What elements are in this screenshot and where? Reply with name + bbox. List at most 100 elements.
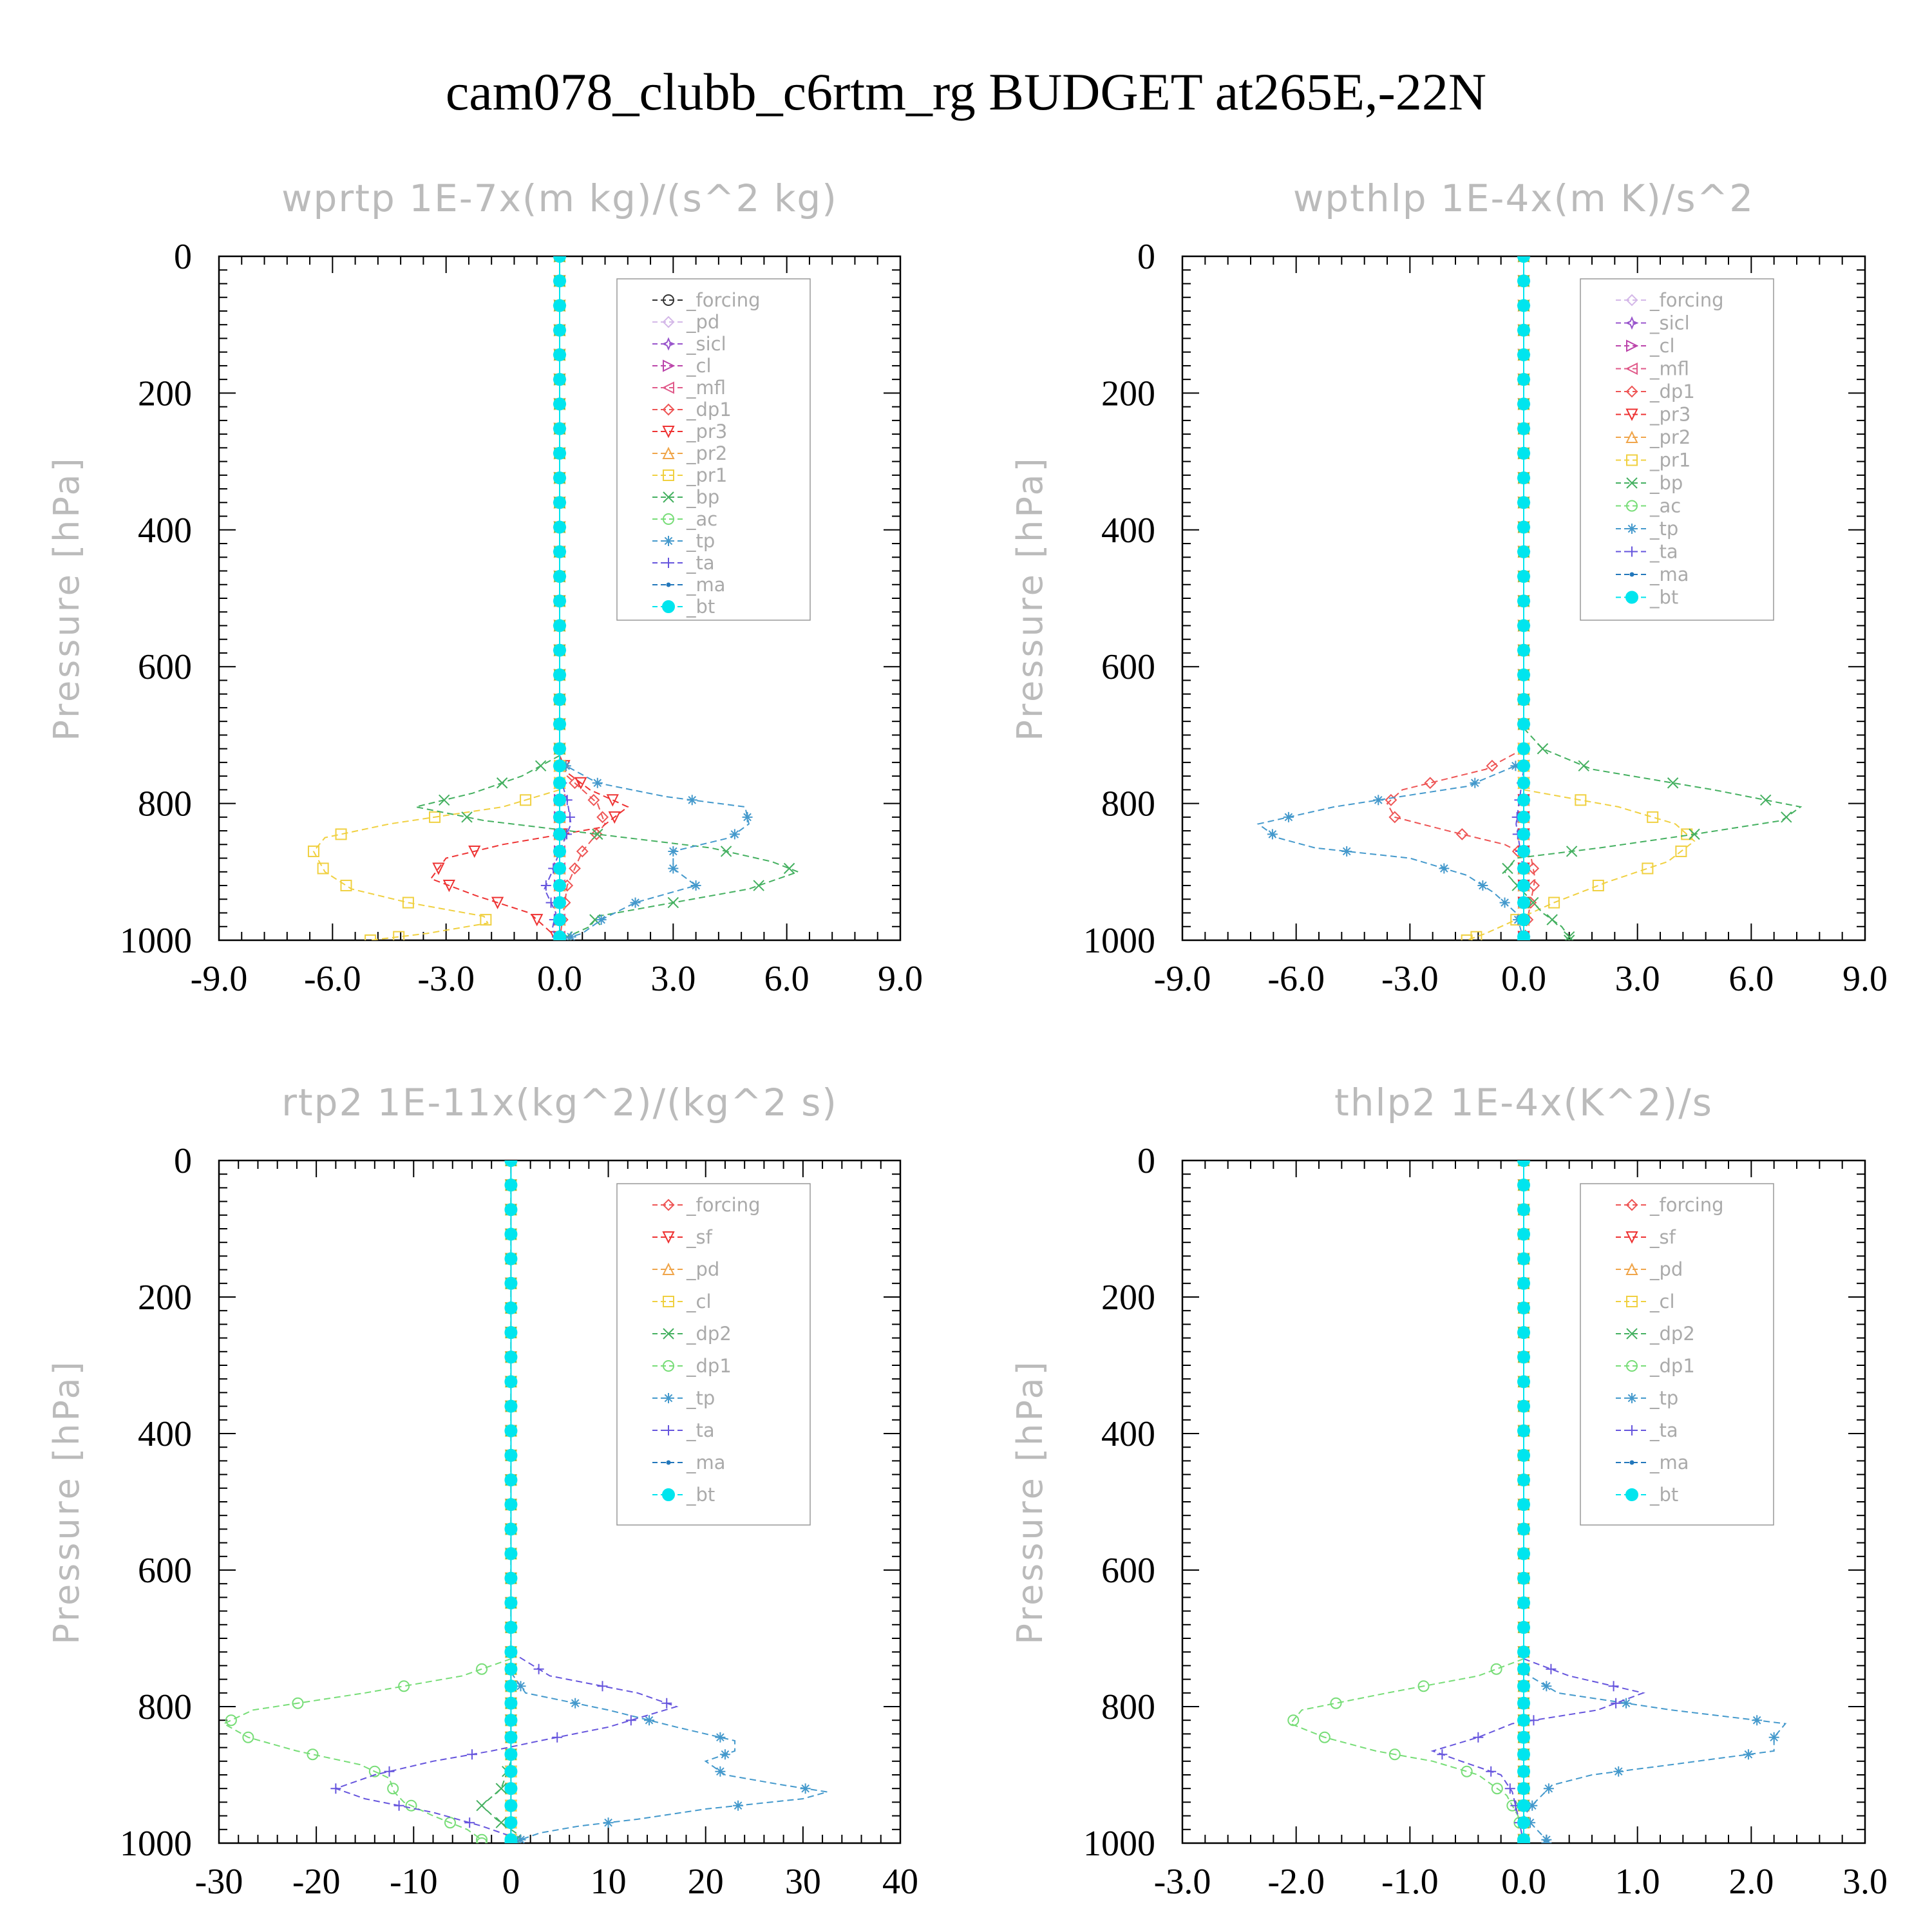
series-marker [1491,1783,1503,1795]
series-marker [587,793,600,806]
series-marker [1642,862,1654,875]
series-marker [1439,863,1450,874]
legend-marker [663,1360,674,1372]
x-tick-label: -10 [390,1862,438,1902]
series-marker [464,1817,475,1828]
series-marker [1517,1498,1530,1511]
series-marker [1517,619,1530,632]
series-marker [504,1621,518,1634]
series-marker [1486,1766,1497,1777]
series-marker [504,1730,518,1744]
y-tick-label: 600 [138,1551,192,1591]
series-marker [1517,1448,1530,1462]
legend-label: _ac [1649,495,1681,517]
y-axis-title: Pressure [hPa] [46,1359,87,1644]
series-marker [1517,776,1530,790]
series-marker [1517,594,1530,608]
y-tick-label: 600 [138,647,192,687]
series-marker [553,879,566,893]
legend-marker [662,1231,675,1244]
series-marker [504,1350,518,1364]
x-tick-label: 2.0 [1728,1862,1774,1902]
series-marker [1517,471,1530,485]
legend-marker [1625,591,1638,604]
series-marker [444,1817,456,1829]
series-marker [1517,717,1530,731]
series-marker [432,862,445,875]
series-marker [1517,1696,1530,1710]
x-tick-label: 10 [591,1862,627,1902]
legend-marker [663,294,674,306]
legend-label: _pr3 [686,421,727,442]
series-marker [570,1698,581,1709]
y-tick-label: 1000 [1083,1824,1155,1864]
series-marker [504,1748,518,1761]
series-marker [553,934,566,940]
y-tick-label: 0 [174,237,192,277]
x-tick-label: 6.0 [764,959,810,999]
y-axis-title: Pressure [hPa] [1010,455,1050,741]
legend-marker [662,446,675,459]
legend-marker [1629,1460,1634,1465]
series-marker [468,845,481,858]
series-marker [1510,761,1521,772]
series-marker [1517,1748,1530,1761]
series-marker [1517,1473,1530,1487]
series-marker [1517,570,1530,583]
y-tick-label: 200 [138,1278,192,1318]
x-tick-label: -3.0 [1381,959,1439,999]
series-marker [540,880,551,891]
series-marker [1424,777,1437,790]
series-marker [608,811,621,824]
series-marker [1461,1765,1473,1777]
series-marker [368,1765,381,1777]
series-marker [1517,1782,1530,1795]
y-tick-label: 1000 [120,1824,192,1864]
y-tick-label: 600 [1101,647,1155,687]
legend-label: _cl [1649,335,1675,357]
series-marker [1517,274,1530,288]
series-marker [520,794,532,806]
x-tick-label: 0.0 [537,959,582,999]
series-marker [1517,397,1530,411]
series-marker [476,1799,488,1812]
legend-box [616,278,811,621]
series-group [307,256,800,940]
legend-label: _forcing [686,289,761,311]
series-marker [330,1783,341,1794]
series-marker [729,829,740,840]
chart-panel: thlp2 1E-4x(K^2)/s Pressure [hPa] 0 200 400 6… [1010,1081,1888,1902]
series-marker [553,668,566,681]
series-marker [1667,777,1679,789]
legend-label: _dp1 [1649,1355,1695,1377]
series-marker [553,373,566,386]
legend-label: _bt [1649,1484,1678,1506]
series-marker [1517,1680,1530,1693]
series-marker [1517,1571,1530,1585]
series-marker [742,811,753,822]
series-marker [402,896,414,909]
series-marker [1675,845,1687,857]
series-marker [1517,693,1530,706]
legend-marker [663,558,674,568]
series-marker [442,880,455,893]
series-marker [393,931,405,940]
chart-panels: wprtp 1E-7x(m kg)/(s^2 kg) Pressure [hPa]… [46,176,1888,1902]
series-marker [1517,348,1530,361]
legend-label: _cl [686,355,712,377]
series-marker [476,1663,488,1675]
series-marker [504,1522,518,1536]
x-tick-label: 3.0 [1842,1862,1888,1902]
series-marker [1613,1766,1624,1777]
series-marker [480,914,492,926]
series-marker [644,1715,655,1726]
series-marker [553,913,566,927]
series-marker [1527,1800,1538,1811]
series-marker [504,1662,518,1676]
series-marker [533,1663,544,1674]
legend-label: _ta [1649,1419,1678,1441]
series-marker [553,793,566,807]
x-tick-label: -9.0 [1154,959,1211,999]
series-marker [292,1697,304,1709]
